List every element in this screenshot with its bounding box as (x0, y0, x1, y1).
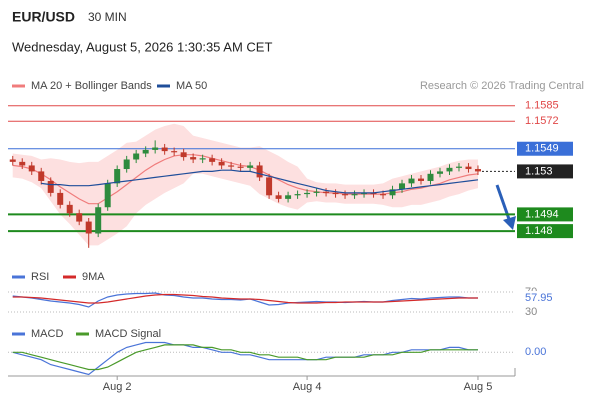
candle-body (370, 192, 377, 195)
candle-body (436, 171, 443, 174)
level-label: 1.153 (525, 165, 553, 177)
candle-body (237, 166, 244, 168)
candle-body (85, 221, 92, 234)
symbol: EUR/USD (12, 9, 75, 25)
candle-body (28, 165, 35, 172)
candle-body (256, 165, 263, 178)
level-box (517, 141, 573, 156)
x-tick-label: Aug 4 (293, 381, 322, 393)
candle-body (474, 169, 481, 172)
candle-body (313, 191, 320, 193)
candle-body (247, 165, 254, 168)
value-label: 57.95 (525, 292, 553, 304)
candle-body (133, 153, 140, 160)
candle-body (323, 191, 330, 193)
series-line (12, 344, 478, 371)
forecast-arrow (495, 184, 512, 223)
candle-body (142, 149, 149, 154)
candle-body (427, 173, 434, 181)
legend-label: MACD (31, 328, 63, 340)
legend-label: MA 50 (176, 80, 207, 92)
level-label: 1.1494 (525, 208, 559, 220)
bollinger-band (12, 123, 478, 246)
level-box (517, 164, 573, 179)
candle-body (361, 192, 368, 195)
candle-body (351, 194, 358, 196)
candle-body (275, 195, 282, 199)
candle-body (104, 183, 111, 208)
level-box (517, 207, 573, 222)
candle-body (465, 166, 472, 170)
candle-body (304, 192, 311, 195)
series-line (41, 169, 479, 194)
x-tick-label: Aug 5 (464, 381, 493, 393)
level-label: 1.1572 (525, 115, 559, 127)
candle-body (57, 192, 64, 205)
candle-body (95, 207, 102, 234)
candle-body (389, 189, 396, 196)
candle-body (266, 177, 273, 196)
candle-body (38, 171, 45, 181)
candle-body (399, 183, 406, 190)
candle-body (380, 194, 387, 196)
candle-body (19, 161, 26, 166)
candle-body (294, 194, 301, 196)
datetime: Wednesday, August 5, 2026 1:30:35 AM CET (12, 39, 272, 54)
arrow-head (503, 216, 516, 230)
legend-label: 9MA (82, 271, 105, 283)
candle-body (171, 151, 178, 153)
candle-body (342, 194, 349, 196)
level-label: 1.148 (525, 225, 553, 237)
candle-body (76, 213, 83, 222)
value-box (519, 291, 563, 306)
source: Research © 2026 Trading Central (420, 80, 584, 92)
candle-body (228, 165, 235, 167)
candle-body (332, 192, 339, 195)
y-tick-label: 0.00 (525, 346, 546, 358)
candle-body (123, 159, 130, 170)
candle-body (47, 180, 54, 193)
candle-body (180, 152, 187, 158)
level-box (517, 224, 573, 239)
candle-body (152, 147, 159, 150)
candle-body (455, 166, 462, 168)
candle-body (66, 204, 73, 214)
candle-body (199, 158, 206, 160)
candle-body (161, 147, 168, 152)
series-line (12, 292, 478, 308)
legend-label: MACD Signal (95, 328, 161, 340)
candle-body (285, 195, 292, 199)
level-label: 1.1585 (525, 100, 559, 112)
candle-body (209, 158, 216, 162)
candle-body (114, 169, 121, 184)
series-line (12, 293, 478, 304)
x-tick-label: Aug 2 (103, 381, 132, 393)
legend-label: MA 20 + Bollinger Bands (31, 80, 152, 92)
candle-body (446, 167, 453, 172)
candle-body (9, 159, 16, 162)
y-tick-label: 30 (525, 306, 537, 318)
level-label: 1.1549 (525, 143, 559, 155)
timeframe: 30 MIN (88, 10, 127, 24)
candle-body (218, 161, 225, 166)
series-line (12, 341, 478, 376)
candle-body (408, 178, 415, 184)
legend-label: RSI (31, 271, 49, 283)
series-line (12, 154, 479, 205)
candle-body (190, 157, 197, 160)
candle-body (418, 178, 425, 181)
